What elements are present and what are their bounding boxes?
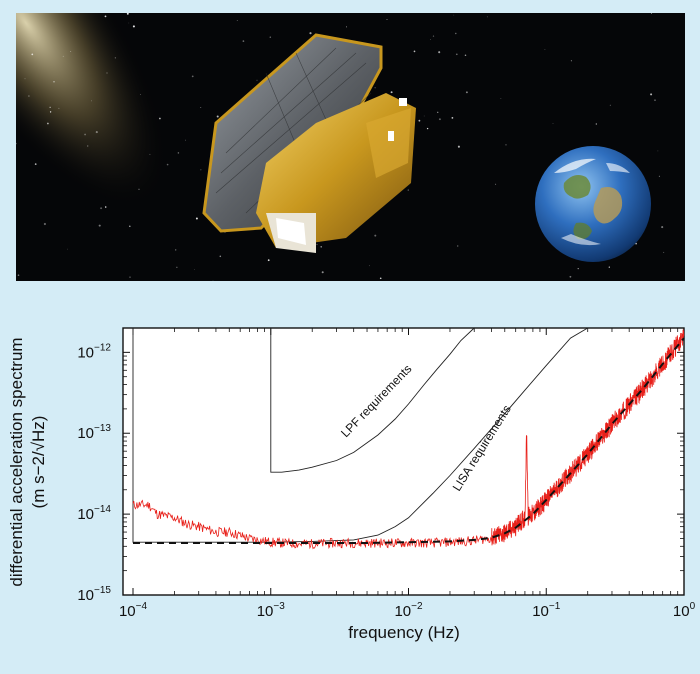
y-tick-label: 10−14 bbox=[77, 504, 111, 523]
model-dashed-line bbox=[133, 337, 685, 544]
y-tick-label: 10−13 bbox=[77, 423, 111, 442]
x-tick-label: 10−1 bbox=[532, 601, 561, 620]
y-tick-label: 10−12 bbox=[77, 342, 111, 361]
plot-area bbox=[122, 327, 685, 596]
spacecraft-illustration bbox=[16, 13, 685, 281]
x-axis-label: frequency (Hz) bbox=[348, 623, 459, 642]
measured-spectrum-line bbox=[132, 329, 685, 550]
lpf-requirements-line bbox=[270, 327, 475, 473]
y-axis-label: differential acceleration spectrum bbox=[7, 337, 26, 586]
earth-globe bbox=[535, 146, 651, 262]
acceleration-spectrum-chart: 10−4 10−3 10−2 10−1 10010−1510−1410−1310−12 … bbox=[7, 327, 696, 642]
y-tick-label: 10−15 bbox=[77, 585, 111, 604]
spacecraft bbox=[202, 33, 416, 253]
x-tick-label: 10−3 bbox=[257, 601, 286, 620]
x-tick-label: 100 bbox=[673, 601, 696, 620]
x-tick-label: 10−2 bbox=[394, 601, 423, 620]
x-tick-label: 10−4 bbox=[119, 601, 148, 620]
y-axis-units: (m s−2/√Hz) bbox=[29, 416, 48, 509]
